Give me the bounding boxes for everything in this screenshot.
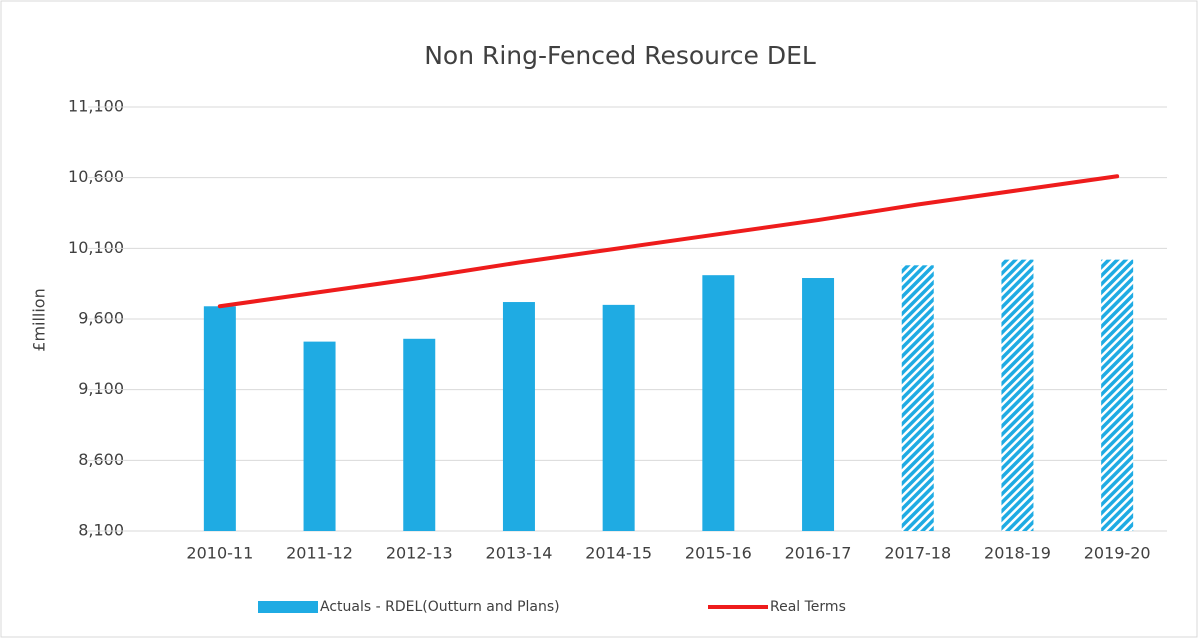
bar xyxy=(1001,259,1034,531)
x-tick-label: 2011-12 xyxy=(286,544,353,563)
bar xyxy=(303,341,336,531)
y-tick-label: 9,600 xyxy=(78,309,124,328)
chart-title: Non Ring-Fenced Resource DEL xyxy=(424,41,816,70)
y-tick-label: 8,100 xyxy=(78,521,124,540)
legend-label: Real Terms xyxy=(770,599,846,615)
y-tick-label: 10,600 xyxy=(68,167,124,186)
legend-label: Actuals - RDEL(Outturn and Plans) xyxy=(320,599,560,615)
y-tick-label: 10,100 xyxy=(68,238,124,257)
x-tick-label: 2010-11 xyxy=(186,544,253,563)
x-tick-label: 2014-15 xyxy=(585,544,652,563)
bar xyxy=(802,278,835,531)
x-tick-label: 2019-20 xyxy=(1084,544,1151,563)
bar xyxy=(203,306,236,531)
x-tick-label: 2013-14 xyxy=(486,544,553,563)
y-tick-label: 11,100 xyxy=(68,97,124,116)
bar xyxy=(702,275,735,531)
y-tick-label: 8,600 xyxy=(78,450,124,469)
y-axis-label: £million xyxy=(30,288,49,351)
bar xyxy=(602,304,635,531)
bar xyxy=(502,302,535,531)
line xyxy=(217,174,1120,309)
x-tick-label: 2012-13 xyxy=(386,544,453,563)
x-tick-label: 2018-19 xyxy=(984,544,1051,563)
y-tick-label: 9,100 xyxy=(78,379,124,398)
bar xyxy=(1101,259,1134,531)
legend-swatch xyxy=(258,601,318,613)
bar xyxy=(403,338,436,531)
x-tick-label: 2017-18 xyxy=(884,544,951,563)
bar xyxy=(901,265,934,531)
x-tick-label: 2015-16 xyxy=(685,544,752,563)
x-tick-label: 2016-17 xyxy=(785,544,852,563)
